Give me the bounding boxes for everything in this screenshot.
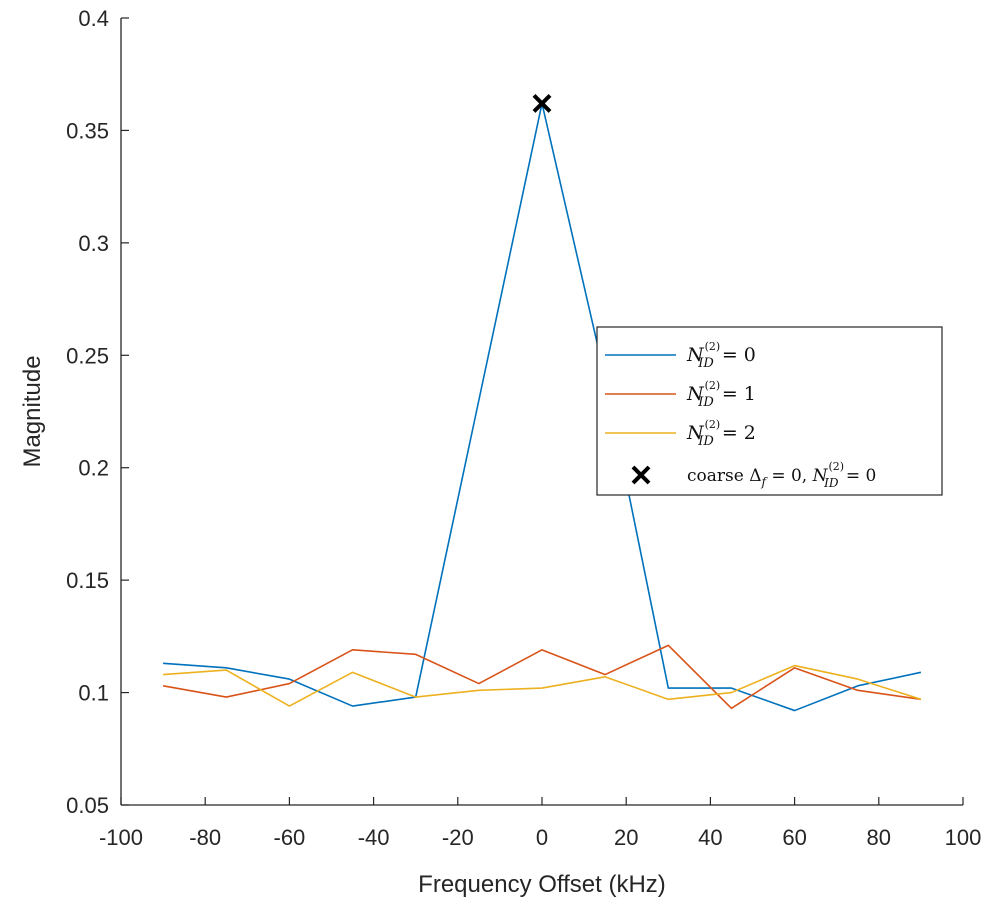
x-tick-label: 20 [614,825,638,850]
x-tick-label: 0 [536,825,548,850]
y-axis-title: Magnitude [19,355,46,467]
y-tick-label: 0.05 [66,793,109,818]
x-tick-label: -20 [442,825,474,850]
x-tick-label: 100 [945,825,982,850]
x-tick-label: 80 [867,825,891,850]
axis-labels: Frequency Offset (kHz) Magnitude [19,355,666,898]
x-tick-label: -40 [358,825,390,850]
y-tick-label: 0.25 [66,343,109,368]
y-tick-label: 0.3 [78,231,109,256]
series-line-1 [162,644,922,710]
x-tick-label: 40 [698,825,722,850]
y-tick-label: 0.35 [66,118,109,143]
y-tick-label: 0.15 [66,568,109,593]
legend-label-0: N(2) ID = 0 [686,340,756,371]
legend: N(2) ID = 0 N(2) ID = 1 N(2) ID = 2 coarse Δf … [596,326,943,496]
x-tick-label: -80 [189,825,221,850]
series-line-2 [163,664,922,707]
axes: -100 -80 -60 -40 -20 0 20 40 60 80 100 0.05 0.1 0.15 0… [66,6,981,850]
peak-marker [532,94,552,113]
y-tick-label: 0.4 [78,6,109,31]
x-tick-label: 60 [782,825,806,850]
x-tick-label: -100 [99,825,143,850]
x-axis-title: Frequency Offset (kHz) [418,871,666,898]
marker-layer [532,94,552,113]
legend-label-3: coarse Δf = 0, N(2) ID = 0 [687,460,876,490]
y-tick-label: 0.2 [78,456,109,481]
y-tick-label: 0.1 [78,681,109,706]
legend-label-1: N(2) ID = 1 [686,379,756,410]
x-tick-label: -60 [274,825,306,850]
legend-marker-stroke [631,465,651,485]
peak-marker-stroke [532,94,552,113]
legend-label-2: N(2) ID = 2 [686,418,756,449]
legend-marker-swatch [631,465,651,485]
